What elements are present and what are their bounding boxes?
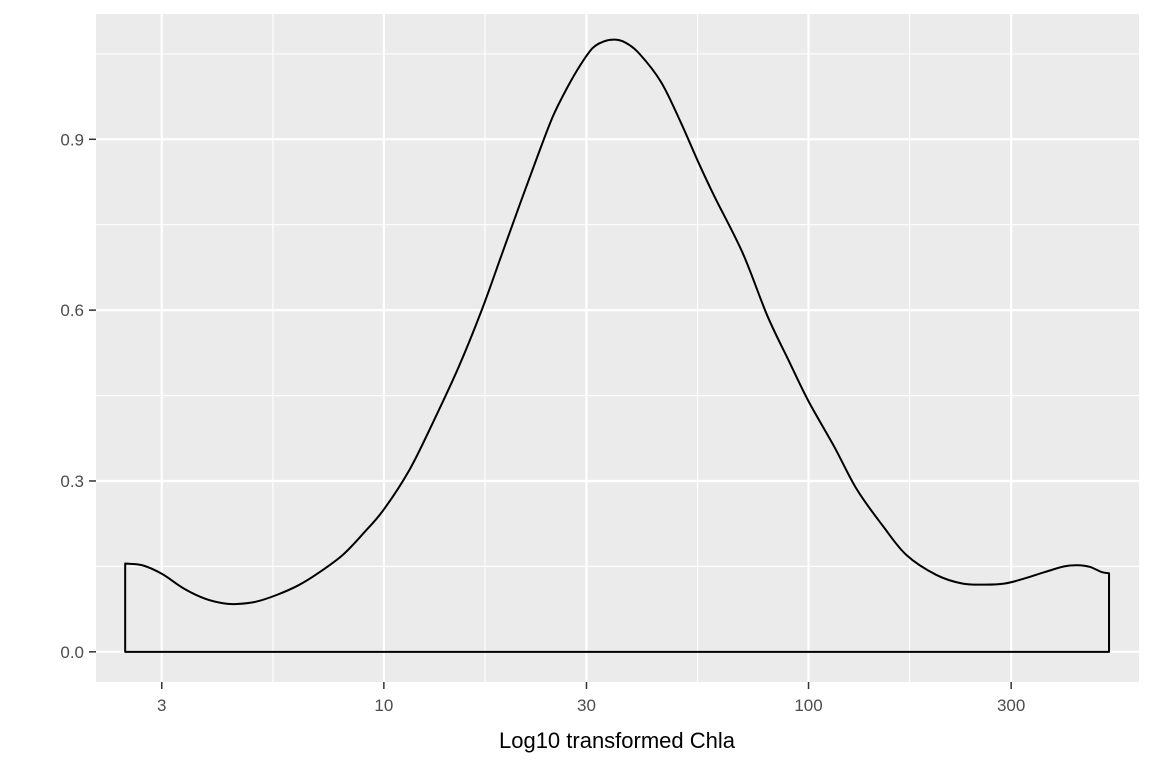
y-tick-label: 0.3 xyxy=(60,472,84,491)
plot-panel xyxy=(96,14,1139,682)
y-tick-label: 0.0 xyxy=(60,643,84,662)
x-tick-label: 300 xyxy=(997,696,1025,715)
x-tick-label: 30 xyxy=(577,696,596,715)
y-tick-label: 0.9 xyxy=(60,130,84,149)
y-axis: 0.0 0.3 0.6 0.9 xyxy=(60,130,96,662)
y-tick-label: 0.6 xyxy=(60,301,84,320)
minor-gridlines xyxy=(96,14,1139,682)
x-tick-label: 10 xyxy=(374,696,393,715)
x-tick-label: 100 xyxy=(794,696,822,715)
density-curve xyxy=(124,38,1111,653)
x-axis: 3 10 30 100 300 xyxy=(157,682,1025,715)
x-axis-title: Log10 transformed Chla xyxy=(499,728,736,753)
x-tick-label: 3 xyxy=(157,696,166,715)
